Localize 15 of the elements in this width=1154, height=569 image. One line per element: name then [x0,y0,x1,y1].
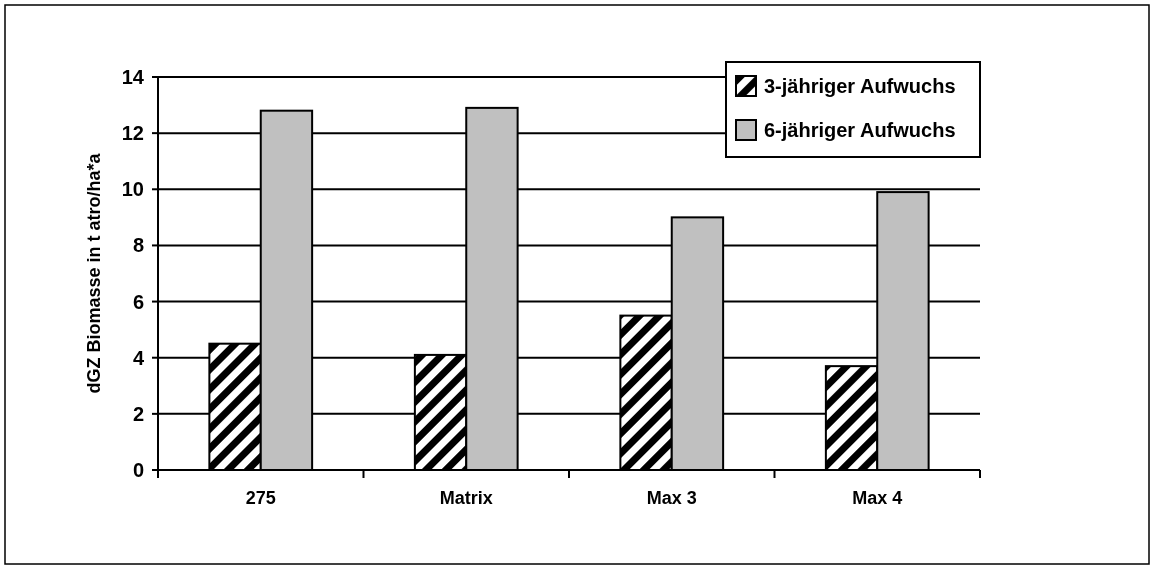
legend-label: 3-jähriger Aufwuchs [764,75,956,97]
y-tick-label: 14 [121,66,145,88]
x-tick-label: Matrix [439,488,493,508]
x-tick-label: 275 [245,488,276,508]
x-tick-label: Max 4 [852,488,903,508]
x-tick-label: Max 3 [646,488,697,508]
y-tick-label: 2 [132,402,144,425]
y-tick-label: 10 [121,178,144,201]
y-tick-label: 12 [121,122,144,145]
y-tick-label: 0 [132,459,144,481]
legend-label: 6-jähriger Aufwuchs [764,119,956,141]
y-axis-title: dGZ Biomasse in t atro/ha*a [84,152,104,394]
y-tick-label: 6 [132,290,144,313]
y-tick-label: 8 [132,234,144,257]
y-tick-label: 4 [132,346,145,369]
